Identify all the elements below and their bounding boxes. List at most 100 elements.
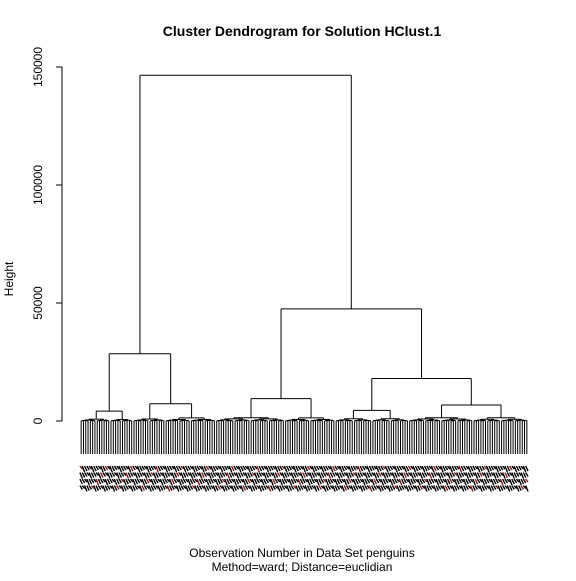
leaf-label-mark <box>244 472 249 479</box>
leaf-label-mark <box>260 465 265 471</box>
leaf-label-mark <box>446 485 451 490</box>
leaf-label-mark <box>178 472 182 476</box>
leaf-label-mark <box>511 465 515 470</box>
leaf-label-mark <box>474 465 479 470</box>
leaf-label-mark <box>90 485 95 489</box>
leaf-label-mark <box>203 465 208 472</box>
leaf-label-mark <box>318 465 322 470</box>
leaf-label-mark <box>228 472 233 478</box>
leaf-label-mark <box>155 485 159 489</box>
leaf-label-mark <box>102 472 106 477</box>
leaf-label-mark <box>341 472 345 477</box>
leaf-label-mark <box>221 485 226 492</box>
leaf-label-mark <box>109 472 113 478</box>
leaf-label-mark <box>224 478 228 486</box>
leaf-label-mark <box>141 472 145 476</box>
leaf-label-mark <box>111 465 116 472</box>
leaf-label-mark <box>400 472 405 479</box>
leaf-label-mark <box>479 472 483 477</box>
leaf-label-mark <box>228 485 233 489</box>
leaf-label-mark <box>281 472 286 479</box>
leaf-label-mark <box>288 465 293 471</box>
leaf-label-mark <box>272 472 276 479</box>
leaf-label-mark <box>311 485 315 489</box>
leaf-label-mark <box>479 485 483 492</box>
leaf-label-mark <box>451 478 456 483</box>
leaf-label-mark <box>134 465 139 470</box>
leaf-label-mark <box>405 472 410 477</box>
leaf-label-mark <box>219 465 224 473</box>
leaf-label-mark <box>283 465 288 473</box>
leaf-label-mark <box>366 485 371 489</box>
leaf-label-mark <box>435 472 439 476</box>
leaf-label-mark <box>201 465 205 473</box>
leaf-label-mark <box>364 478 368 485</box>
leaf-label-mark <box>495 472 499 478</box>
leaf-label-mark <box>139 465 143 472</box>
leaf-label-mark <box>205 478 210 486</box>
leaf-label-mark <box>157 478 162 483</box>
leaf-label-mark <box>79 485 83 490</box>
leaf-label-mark <box>171 465 175 470</box>
leaf-label-mark <box>456 485 460 490</box>
leaf-label-mark <box>343 472 348 476</box>
leaf-label-mark <box>423 485 428 492</box>
leaf-label-mark <box>481 472 485 476</box>
leaf-label-mark <box>401 465 405 470</box>
leaf-label-mark <box>217 472 221 479</box>
leaf-label-mark <box>419 485 423 490</box>
leaf-label-mark <box>499 465 504 471</box>
leaf-label-mark <box>458 478 463 484</box>
leaf-label-mark <box>421 465 426 473</box>
leaf-label-mark <box>267 465 272 472</box>
y-tick-label: 150000 <box>31 47 45 87</box>
leaf-label-mark <box>316 472 320 476</box>
leaf-label-mark <box>166 472 171 477</box>
leaf-label-mark <box>350 472 355 477</box>
leaf-label-mark <box>442 472 446 477</box>
leaf-label-mark <box>203 478 207 483</box>
leaf-label-mark <box>373 485 378 490</box>
leaf-label-mark <box>214 465 219 471</box>
leaf-label-mark <box>100 478 104 484</box>
leaf-label-mark <box>348 478 352 484</box>
leaf-label-mark <box>302 478 306 484</box>
leaf-label-mark <box>125 472 129 479</box>
leaf-label-mark <box>125 465 129 470</box>
leaf-label-mark <box>435 465 440 471</box>
leaf-label-mark <box>375 472 380 478</box>
leaf-label-mark <box>414 472 419 477</box>
leaf-label-mark <box>334 478 339 486</box>
leaf-label-mark <box>260 485 265 491</box>
leaf-label-mark <box>189 472 194 479</box>
leaf-label-mark <box>267 478 272 483</box>
leaf-label-mark <box>247 478 251 484</box>
leaf-label-mark <box>352 485 357 491</box>
leaf-label-mark <box>182 465 187 473</box>
leaf-label-mark <box>258 465 263 472</box>
leaf-label-mark <box>276 478 281 483</box>
leaf-label-mark <box>201 478 205 484</box>
leaf-label-mark <box>150 465 155 471</box>
leaf-label-mark <box>309 478 313 485</box>
leaf-label-mark <box>334 485 338 491</box>
leaf-label-mark <box>373 478 378 485</box>
leaf-label-mark <box>88 472 93 479</box>
leaf-label-mark <box>437 465 442 470</box>
leaf-label-mark <box>182 485 187 489</box>
leaf-label-mark <box>382 472 387 479</box>
leaf-label-mark <box>116 472 120 479</box>
leaf-label-mark <box>127 485 132 489</box>
leaf-label-mark <box>157 485 162 492</box>
leaf-label-mark <box>226 472 231 479</box>
leaf-label-mark <box>299 465 304 470</box>
leaf-label-mark <box>276 465 281 472</box>
leaf-label-mark <box>187 472 191 476</box>
leaf-label-mark <box>442 478 446 483</box>
leaf-label-mark <box>476 472 481 478</box>
leaf-label-mark <box>515 485 520 492</box>
leaf-label-mark <box>136 478 141 484</box>
leaf-label-mark <box>88 465 93 470</box>
leaf-label-mark <box>525 465 529 472</box>
leaf-label-mark <box>366 478 371 484</box>
